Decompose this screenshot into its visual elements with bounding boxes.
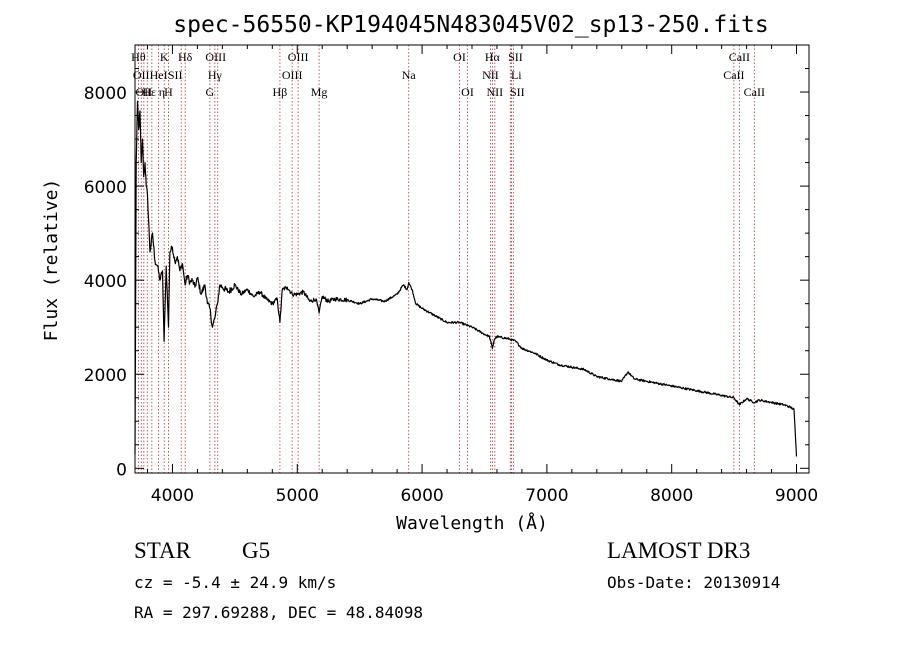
line-label-9: Hδ [178, 50, 193, 64]
line-label-10: G [206, 85, 215, 99]
line-label-6: K [160, 50, 169, 64]
x-tick-label: 5000 [276, 486, 319, 506]
line-label-26: CaII [723, 68, 744, 82]
line-label-18: OI [453, 50, 466, 64]
x-tick-label: 4000 [151, 486, 194, 506]
line-label-0: Hθ [131, 50, 146, 64]
line-label-5: HeI [150, 68, 168, 82]
line-label-1: OII [133, 68, 150, 82]
x-axis-label: Wavelength (Å) [396, 512, 548, 534]
line-label-19: OI [461, 85, 474, 99]
line-label-4: η [159, 85, 165, 99]
x-tick-label: 6000 [400, 486, 443, 506]
obs-date: Obs-Date: 20130914 [607, 573, 781, 592]
line-label-20: NII [482, 68, 499, 82]
object-class: STAR [134, 538, 191, 563]
line-label-13: Hβ [273, 85, 288, 99]
line-label-14: OIII [282, 68, 303, 82]
line-label-15: OIII [288, 50, 309, 64]
coordinates: RA = 297.69288, DEC = 48.84098 [134, 603, 423, 622]
line-label-16: Mg [311, 85, 328, 99]
line-label-11: Hγ [208, 68, 223, 82]
line-label-21: Hα [485, 50, 501, 64]
line-label-25: SII [510, 85, 525, 99]
line-label-24: SII [508, 50, 523, 64]
line-label-3: Hε [142, 85, 156, 99]
y-axis-label: Flux (relative) [41, 179, 62, 342]
line-label-28: CaII [744, 85, 765, 99]
y-tick-label: 4000 [84, 272, 127, 292]
y-tick-label: 2000 [84, 366, 127, 386]
x-tick-label: 7000 [525, 486, 568, 506]
x-tick-label: 9000 [775, 486, 818, 506]
line-label-22: NII [487, 85, 504, 99]
line-label-8: SII [168, 68, 183, 82]
line-label-23: Li [511, 68, 522, 82]
object-subclass: G5 [242, 538, 271, 563]
redshift-text: cz = -5.4 ± 24.9 km/s [134, 573, 337, 592]
chart-title: spec-56550-KP194045N483045V02_sp13-250.f… [173, 12, 768, 38]
line-label-27: CaII [729, 50, 750, 64]
x-ticks: 4000 5000 6000 7000 8000 9000 [146, 45, 818, 506]
y-tick-label: 0 [116, 460, 127, 480]
line-label-12: OIII [205, 50, 226, 64]
y-ticks: 0 2000 4000 6000 8000 [84, 44, 809, 480]
spectrum-line [134, 100, 798, 457]
y-tick-label: 6000 [84, 178, 127, 198]
survey-name: LAMOST DR3 [607, 538, 751, 563]
line-label-7: H [164, 85, 173, 99]
line-markers [137, 45, 755, 473]
y-tick-label: 8000 [84, 84, 127, 104]
plot-frame [134, 44, 810, 474]
line-label-17: Na [402, 68, 417, 82]
x-tick-label: 8000 [650, 486, 693, 506]
